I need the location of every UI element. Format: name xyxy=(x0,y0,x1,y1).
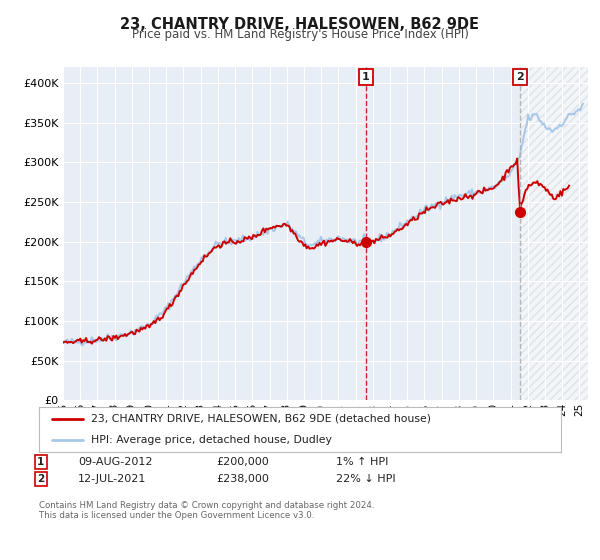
Text: £238,000: £238,000 xyxy=(216,474,269,484)
Text: 22% ↓ HPI: 22% ↓ HPI xyxy=(336,474,395,484)
Text: Price paid vs. HM Land Registry's House Price Index (HPI): Price paid vs. HM Land Registry's House … xyxy=(131,28,469,41)
Text: HPI: Average price, detached house, Dudley: HPI: Average price, detached house, Dudl… xyxy=(91,435,332,445)
Text: Contains HM Land Registry data © Crown copyright and database right 2024.: Contains HM Land Registry data © Crown c… xyxy=(39,501,374,510)
Text: 23, CHANTRY DRIVE, HALESOWEN, B62 9DE: 23, CHANTRY DRIVE, HALESOWEN, B62 9DE xyxy=(121,17,479,32)
Text: 2: 2 xyxy=(516,72,524,82)
Text: 1% ↑ HPI: 1% ↑ HPI xyxy=(336,457,388,467)
Text: 1: 1 xyxy=(37,457,44,467)
Text: 23, CHANTRY DRIVE, HALESOWEN, B62 9DE (detached house): 23, CHANTRY DRIVE, HALESOWEN, B62 9DE (d… xyxy=(91,414,431,424)
Text: £200,000: £200,000 xyxy=(216,457,269,467)
Text: 1: 1 xyxy=(362,72,370,82)
Text: 2: 2 xyxy=(37,474,44,484)
Text: This data is licensed under the Open Government Licence v3.0.: This data is licensed under the Open Gov… xyxy=(39,511,314,520)
Text: 12-JUL-2021: 12-JUL-2021 xyxy=(78,474,146,484)
Text: 09-AUG-2012: 09-AUG-2012 xyxy=(78,457,152,467)
Bar xyxy=(521,67,588,400)
